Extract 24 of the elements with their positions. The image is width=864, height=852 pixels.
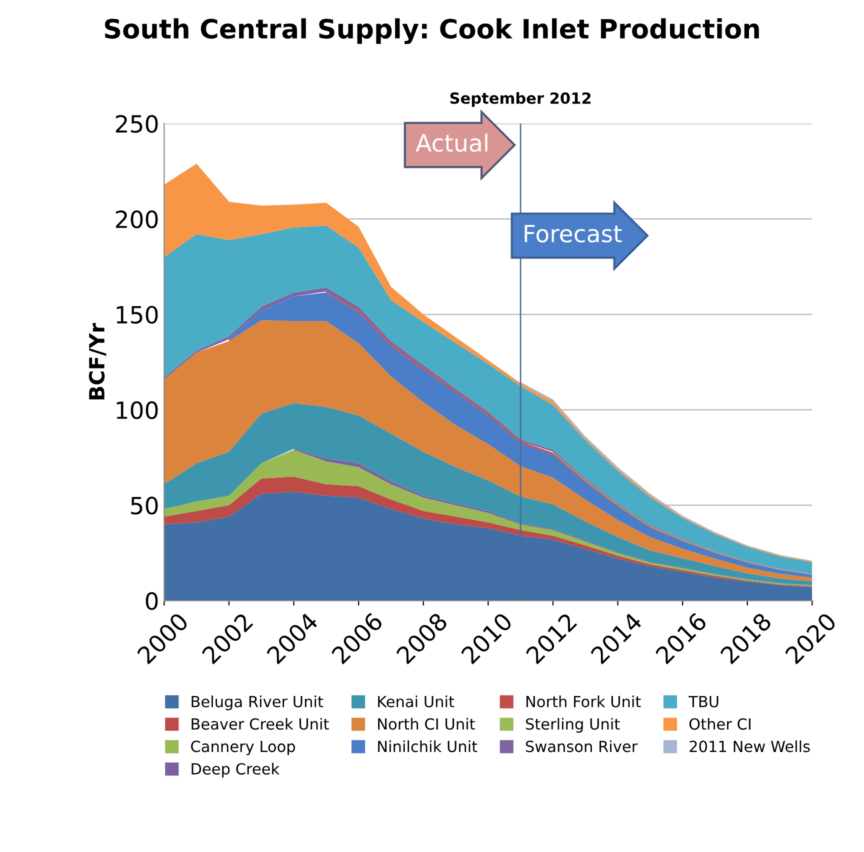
legend-label: Other CI [689, 718, 750, 730]
y-axis-title: BCF/Yr [88, 322, 106, 400]
legend-label: North CI Unit [378, 718, 475, 730]
y-tick-label: 150 [116, 306, 158, 324]
legend-label: 2011 New Wells [690, 740, 810, 752]
legend-label: Kenai Unit [378, 696, 454, 708]
annotation: Forecast [524, 224, 622, 243]
y-tick-label: 100 [116, 401, 158, 420]
legend-label: North Fork Unit [526, 696, 641, 708]
legend-label: Beaver Creek Unit [192, 718, 329, 730]
legend-label: Deep Creek [192, 762, 280, 778]
legend-label: Ninilchik Unit [378, 740, 478, 752]
legend-label: Swanson River [526, 740, 638, 752]
y-tick-label: 50 [131, 496, 158, 515]
chart-title: South Central Supply: Cook Inlet Production [104, 18, 759, 44]
legend-label: Cannery Loop [191, 740, 296, 756]
ref-line-label: September 2012 [450, 92, 591, 107]
y-tick-label: 250 [116, 114, 158, 133]
legend-label: Sterling Unit [526, 718, 620, 733]
legend-label: TBU [688, 696, 718, 708]
y-tick-label: 0 [146, 592, 158, 610]
y-tick-label: 200 [116, 210, 158, 228]
legend-label: Beluga River Unit [192, 696, 324, 710]
annotation: Actual [416, 134, 488, 152]
